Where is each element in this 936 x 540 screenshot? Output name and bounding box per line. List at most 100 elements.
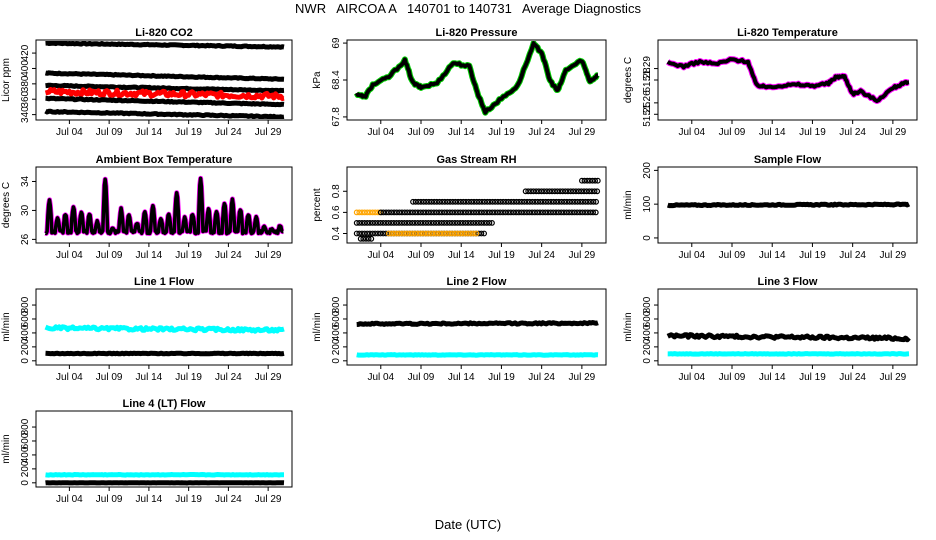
rh-point [563,209,570,216]
rh-point [534,198,541,205]
rh-point [447,230,453,237]
series-flow-a [355,320,599,327]
y-axis-label: degrees C [623,57,634,103]
rh-point [356,230,363,237]
rh-point [377,230,384,237]
rh-point [492,198,499,205]
rh-point [418,198,424,205]
y-tick-label: 800 [331,296,342,313]
rh-point [495,198,501,205]
rh-point [401,230,408,237]
y-axis-label: ml/min [312,312,323,341]
rh-point [420,230,427,237]
rh-point [353,209,360,216]
rh-point [513,198,520,205]
rh-point [356,219,363,226]
rh-point [353,219,360,226]
rh-point [388,219,395,226]
rh-point [542,198,549,205]
rh-point [543,188,550,195]
rh-point [566,209,573,216]
rh-point [581,188,587,195]
x-tick-label: Jul 24 [215,372,242,383]
rh-point [449,209,456,216]
series-flow-b [355,352,599,358]
rh-point [462,219,469,226]
y-tick-label: 600 [642,310,653,327]
rh-point [401,219,408,226]
x-tick-label: Jul 04 [678,250,705,261]
rh-point [361,230,368,237]
rh-point [546,188,553,195]
rh-point [406,219,413,226]
x-tick-label: Jul 19 [175,372,202,383]
rh-point [360,235,367,242]
x-tick-label: Jul 24 [839,250,866,261]
x-tick-label: Jul 19 [175,494,202,505]
rh-point [553,198,560,205]
rh-point [486,209,493,216]
rh-point [510,198,517,205]
x-tick-label: Jul 14 [759,372,786,383]
rh-point [530,188,537,195]
y-tick-label: 67.8 [331,107,342,127]
x-tick-label: Jul 24 [215,127,242,138]
rh-point [459,219,466,226]
rh-point [357,235,364,242]
rh-point [377,219,384,226]
rh-point [537,209,543,216]
plot-frame [657,39,918,121]
rh-point [380,219,387,226]
rh-point [446,209,453,216]
rh-point [388,230,395,237]
rh-point [548,198,554,205]
y-axis-label: Licor ppm [1,58,12,102]
y-tick-label: 51.26 [642,90,653,115]
rh-point [518,198,525,205]
figure-title: NWR AIRCOA A 140701 to 140731 Average Di… [295,1,641,16]
y-tick-label: 800 [20,296,31,313]
rh-point [463,198,469,205]
series-std5 [44,108,285,119]
rh-point [412,230,419,237]
rh-point [586,177,593,184]
rh-point [497,198,504,205]
rh-point [567,188,574,195]
rh-point [553,209,559,216]
rh-point [507,209,514,216]
rh-point [410,198,416,205]
series-temperature [666,57,910,103]
rh-point [369,219,376,226]
rh-point [484,209,490,216]
rh-point [428,209,435,216]
x-tick-label: Jul 29 [255,250,282,261]
rh-point [590,198,597,205]
rh-point [561,209,567,216]
y-tick-label: 30 [20,204,31,216]
rh-level-4 [385,230,480,237]
y-tick-label: 600 [20,432,31,449]
plot-frame [346,288,607,366]
y-tick-label: 0 [642,235,653,241]
rh-level-7 [579,177,601,184]
rh-point [473,230,480,237]
rh-point [561,198,568,205]
y-tick-label: 69 [331,37,342,49]
rh-point [446,219,453,226]
rh-point [447,198,454,205]
rh-point [444,230,451,237]
rh-point [579,177,585,184]
rh-point [566,198,573,205]
x-tick-label: Jul 19 [799,250,826,261]
chart-title: Ambient Box Temperature [96,154,233,166]
rh-point [462,209,469,216]
rh-point [412,209,419,216]
rh-point [401,209,408,216]
rh-point [436,219,442,226]
y-tick-label: 34 [20,175,31,187]
y-tick-label: 100 [642,195,653,212]
rh-point [479,198,485,205]
rh-point [555,209,562,216]
rh-point [592,177,598,184]
